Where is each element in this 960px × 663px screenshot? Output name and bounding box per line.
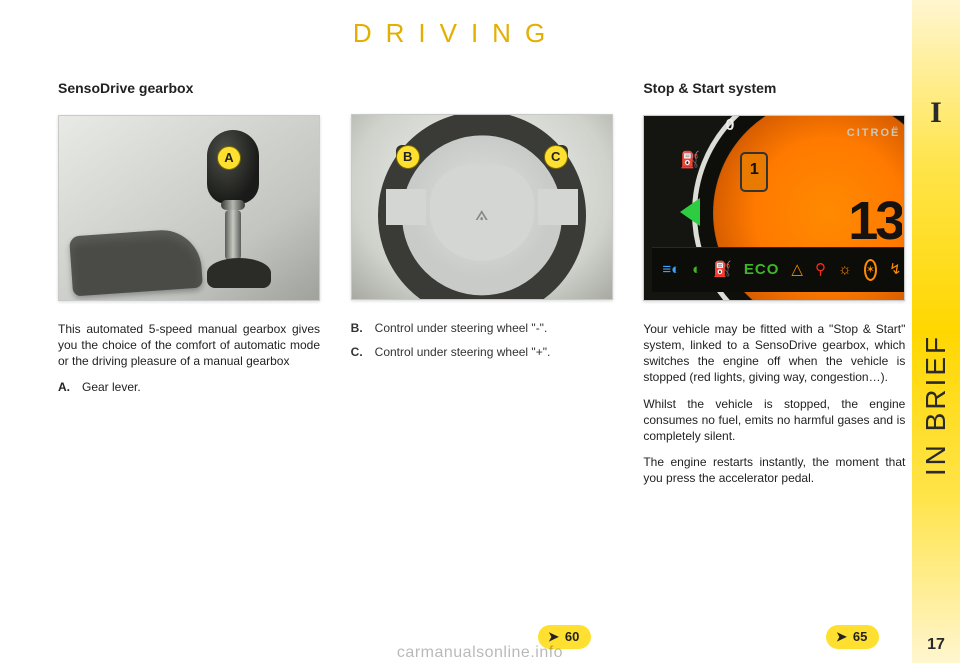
gear-indicator: 1	[740, 152, 768, 192]
def-c-val: Control under steering wheel "+".	[375, 344, 613, 360]
citroen-logo-icon: ⟑	[475, 200, 488, 226]
speed-readout: 13	[752, 194, 902, 248]
figure-gear-lever: A	[58, 115, 320, 301]
seatbelt-icon: ⚲	[815, 262, 826, 277]
chapter-roman: I	[930, 98, 942, 128]
indicator-strip: ≡◐ ◐ ⛽ ECO △ ⚲ ☼ ✶ ↯ SERV	[652, 247, 905, 292]
definitions-bc: B. Control under steering wheel "-". C. …	[351, 320, 613, 368]
def-a-val: Gear lever.	[82, 379, 320, 395]
side-index-band: I IN BRIEF 17	[912, 0, 960, 663]
gear-shaft-ring	[221, 200, 245, 210]
intro-paragraph: This automated 5-speed manual gearbox gi…	[58, 321, 320, 370]
def-b-key: B.	[351, 320, 375, 336]
gear-shaft-shape	[225, 210, 241, 260]
wheel-spoke-left	[386, 189, 426, 225]
column-paddles: ⟑ B C B. Control under steering wheel "-…	[351, 80, 620, 496]
def-b-val: Control under steering wheel "-".	[375, 320, 613, 336]
figure-steering-wheel: ⟑ B C	[351, 114, 613, 300]
gear-boot-shape	[207, 258, 271, 288]
speedo-tick-zero: 0	[725, 118, 734, 134]
manual-page: DRIVING I IN BRIEF 17 SensoDrive gearbox…	[0, 0, 960, 663]
callout-a: A	[217, 146, 241, 170]
eco-icon: ECO	[744, 262, 780, 277]
wheel-spoke-right	[538, 189, 578, 225]
ref-65-label: 65	[853, 625, 867, 649]
def-a: A. Gear lever.	[58, 379, 320, 395]
figure-instrument-cluster: 0 CITROË 1 ⛽ 13 22306 ≡◐ ◐ ⛽ ECO △ ⚲ ☼ ✶	[643, 115, 905, 301]
page-number: 17	[927, 637, 945, 653]
def-c-key: C.	[351, 344, 375, 360]
airbag-icon: ✶	[864, 259, 877, 281]
brand-label: CITROË	[847, 128, 901, 139]
body-text-stop-start: Your vehicle may be fitted with a "Stop …	[643, 321, 905, 497]
column-sensodrive: SensoDrive gearbox A This automated 5-sp…	[58, 80, 327, 496]
subheading-empty	[351, 80, 620, 96]
wheel-hub: ⟑	[430, 165, 534, 261]
ss-paragraph-2: Whilst the vehicle is stopped, the engin…	[643, 396, 905, 445]
callout-b: B	[396, 145, 420, 169]
def-b: B. Control under steering wheel "-".	[351, 320, 613, 336]
low-beam-icon: ◐	[692, 262, 701, 277]
ss-paragraph-3: The engine restarts instantly, the momen…	[643, 454, 905, 486]
ref-pill-65: ➤ 65	[826, 625, 879, 649]
callout-c: C	[544, 145, 568, 169]
subheading-sensodrive: SensoDrive gearbox	[58, 80, 327, 97]
ref-60-label: 60	[565, 625, 579, 649]
warning-triangle-icon: △	[791, 262, 803, 277]
chapter-section: IN BRIEF	[922, 334, 950, 476]
fuel-icon: ⛽	[680, 150, 700, 170]
fuel-warning-icon: ⛽	[713, 262, 732, 277]
brightness-icon: ☼	[838, 262, 852, 277]
def-c: C. Control under steering wheel "+".	[351, 344, 613, 360]
body-text-sensodrive: This automated 5-speed manual gearbox gi…	[58, 321, 320, 404]
turn-signal-left-icon	[680, 198, 700, 226]
ref-arrow-icon: ➤	[836, 625, 847, 649]
ss-paragraph-1: Your vehicle may be fitted with a "Stop …	[643, 321, 905, 386]
column-stop-start: Stop & Start system 0 CITROË 1 ⛽ 13 2230…	[643, 80, 912, 496]
watermark: carmanualsonline.info	[397, 645, 563, 661]
def-a-key: A.	[58, 379, 82, 395]
esp-icon: ↯	[889, 262, 902, 277]
console-slot-shape	[69, 227, 203, 296]
subheading-stop-start: Stop & Start system	[643, 80, 912, 97]
page-header: DRIVING	[0, 20, 912, 46]
high-beam-icon: ≡◐	[662, 262, 680, 277]
content-area: SensoDrive gearbox A This automated 5-sp…	[58, 80, 912, 496]
